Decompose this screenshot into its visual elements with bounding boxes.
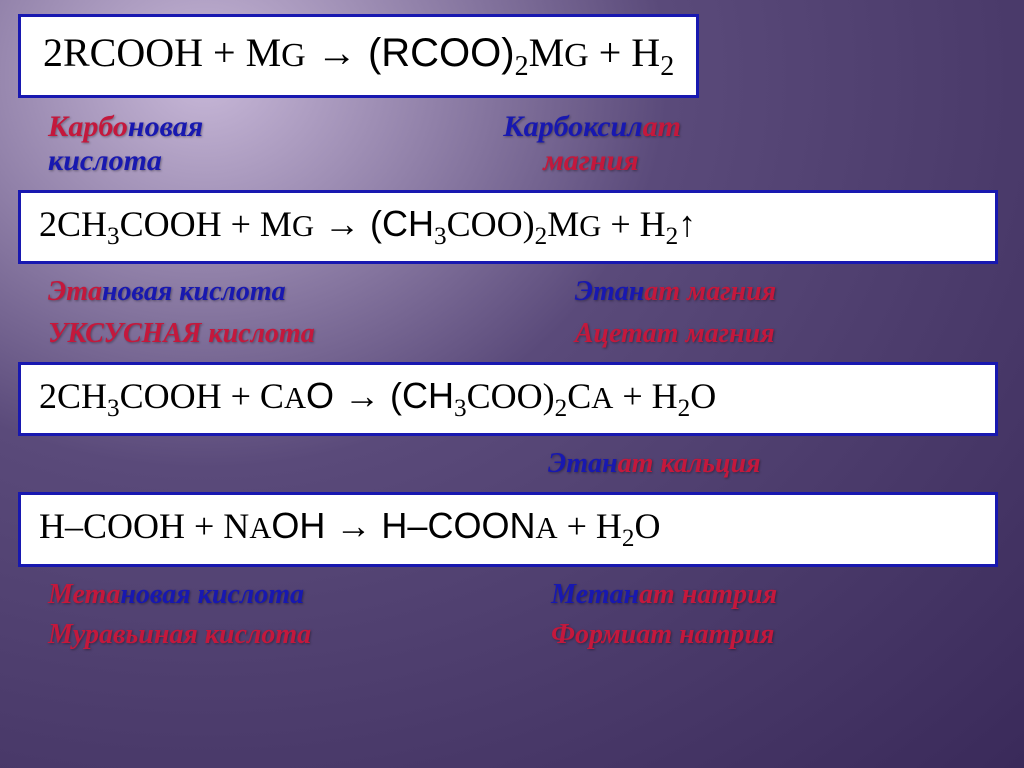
- equation-box-1: 2RCOOH + MG → (RCOO)2MG + H2: [18, 14, 699, 98]
- label-ethanoic-acid: Этановая кислота УКСУСНАЯ кислота: [48, 276, 315, 350]
- eq1-text: 2RCOOH + MG → (RCOO)2MG + H2: [43, 30, 674, 75]
- labels-row-4: Метановая кислота Муравьиная кислота Мет…: [18, 579, 1006, 651]
- equation-box-2: 2CH3COOH + MG → (CH3COO)2MG + H2↑: [18, 190, 998, 264]
- eq3-text: 2CH3COOH + CAO → (CH3COO)2CA + H2O: [39, 376, 716, 416]
- labels-row-1: Карбоновая кислота Карбоксилат магния: [18, 110, 1006, 178]
- equation-box-4: H–COOH + NAOH → H–COONA + H2O: [18, 492, 998, 566]
- labels-row-2: Этановая кислота УКСУСНАЯ кислота Этанат…: [18, 276, 1006, 350]
- label-ethanate-ca: Этанат кальция: [548, 448, 761, 480]
- label-carboxylic-acid: Карбоновая кислота: [48, 110, 203, 178]
- eq2-text: 2CH3COOH + MG → (CH3COO)2MG + H2↑: [39, 204, 696, 244]
- label-methonate-na: Метанат натрия Формиат натрия: [551, 579, 777, 651]
- label-ethanate-mg: Этанат магния Ацетат магния: [575, 276, 776, 350]
- eq4-text: H–COOH + NAOH → H–COONA + H2O: [39, 506, 660, 546]
- slide-content: 2RCOOH + MG → (RCOO)2MG + H2 Карбоновая …: [0, 0, 1024, 665]
- equation-box-3: 2CH3COOH + CAO → (CH3COO)2CA + H2O: [18, 362, 998, 436]
- label-methanoic-acid: Метановая кислота Муравьиная кислота: [48, 579, 311, 651]
- label-carboxylate-mg: Карбоксилат магния: [503, 110, 681, 178]
- labels-row-3: Этанат кальция: [18, 448, 1006, 480]
